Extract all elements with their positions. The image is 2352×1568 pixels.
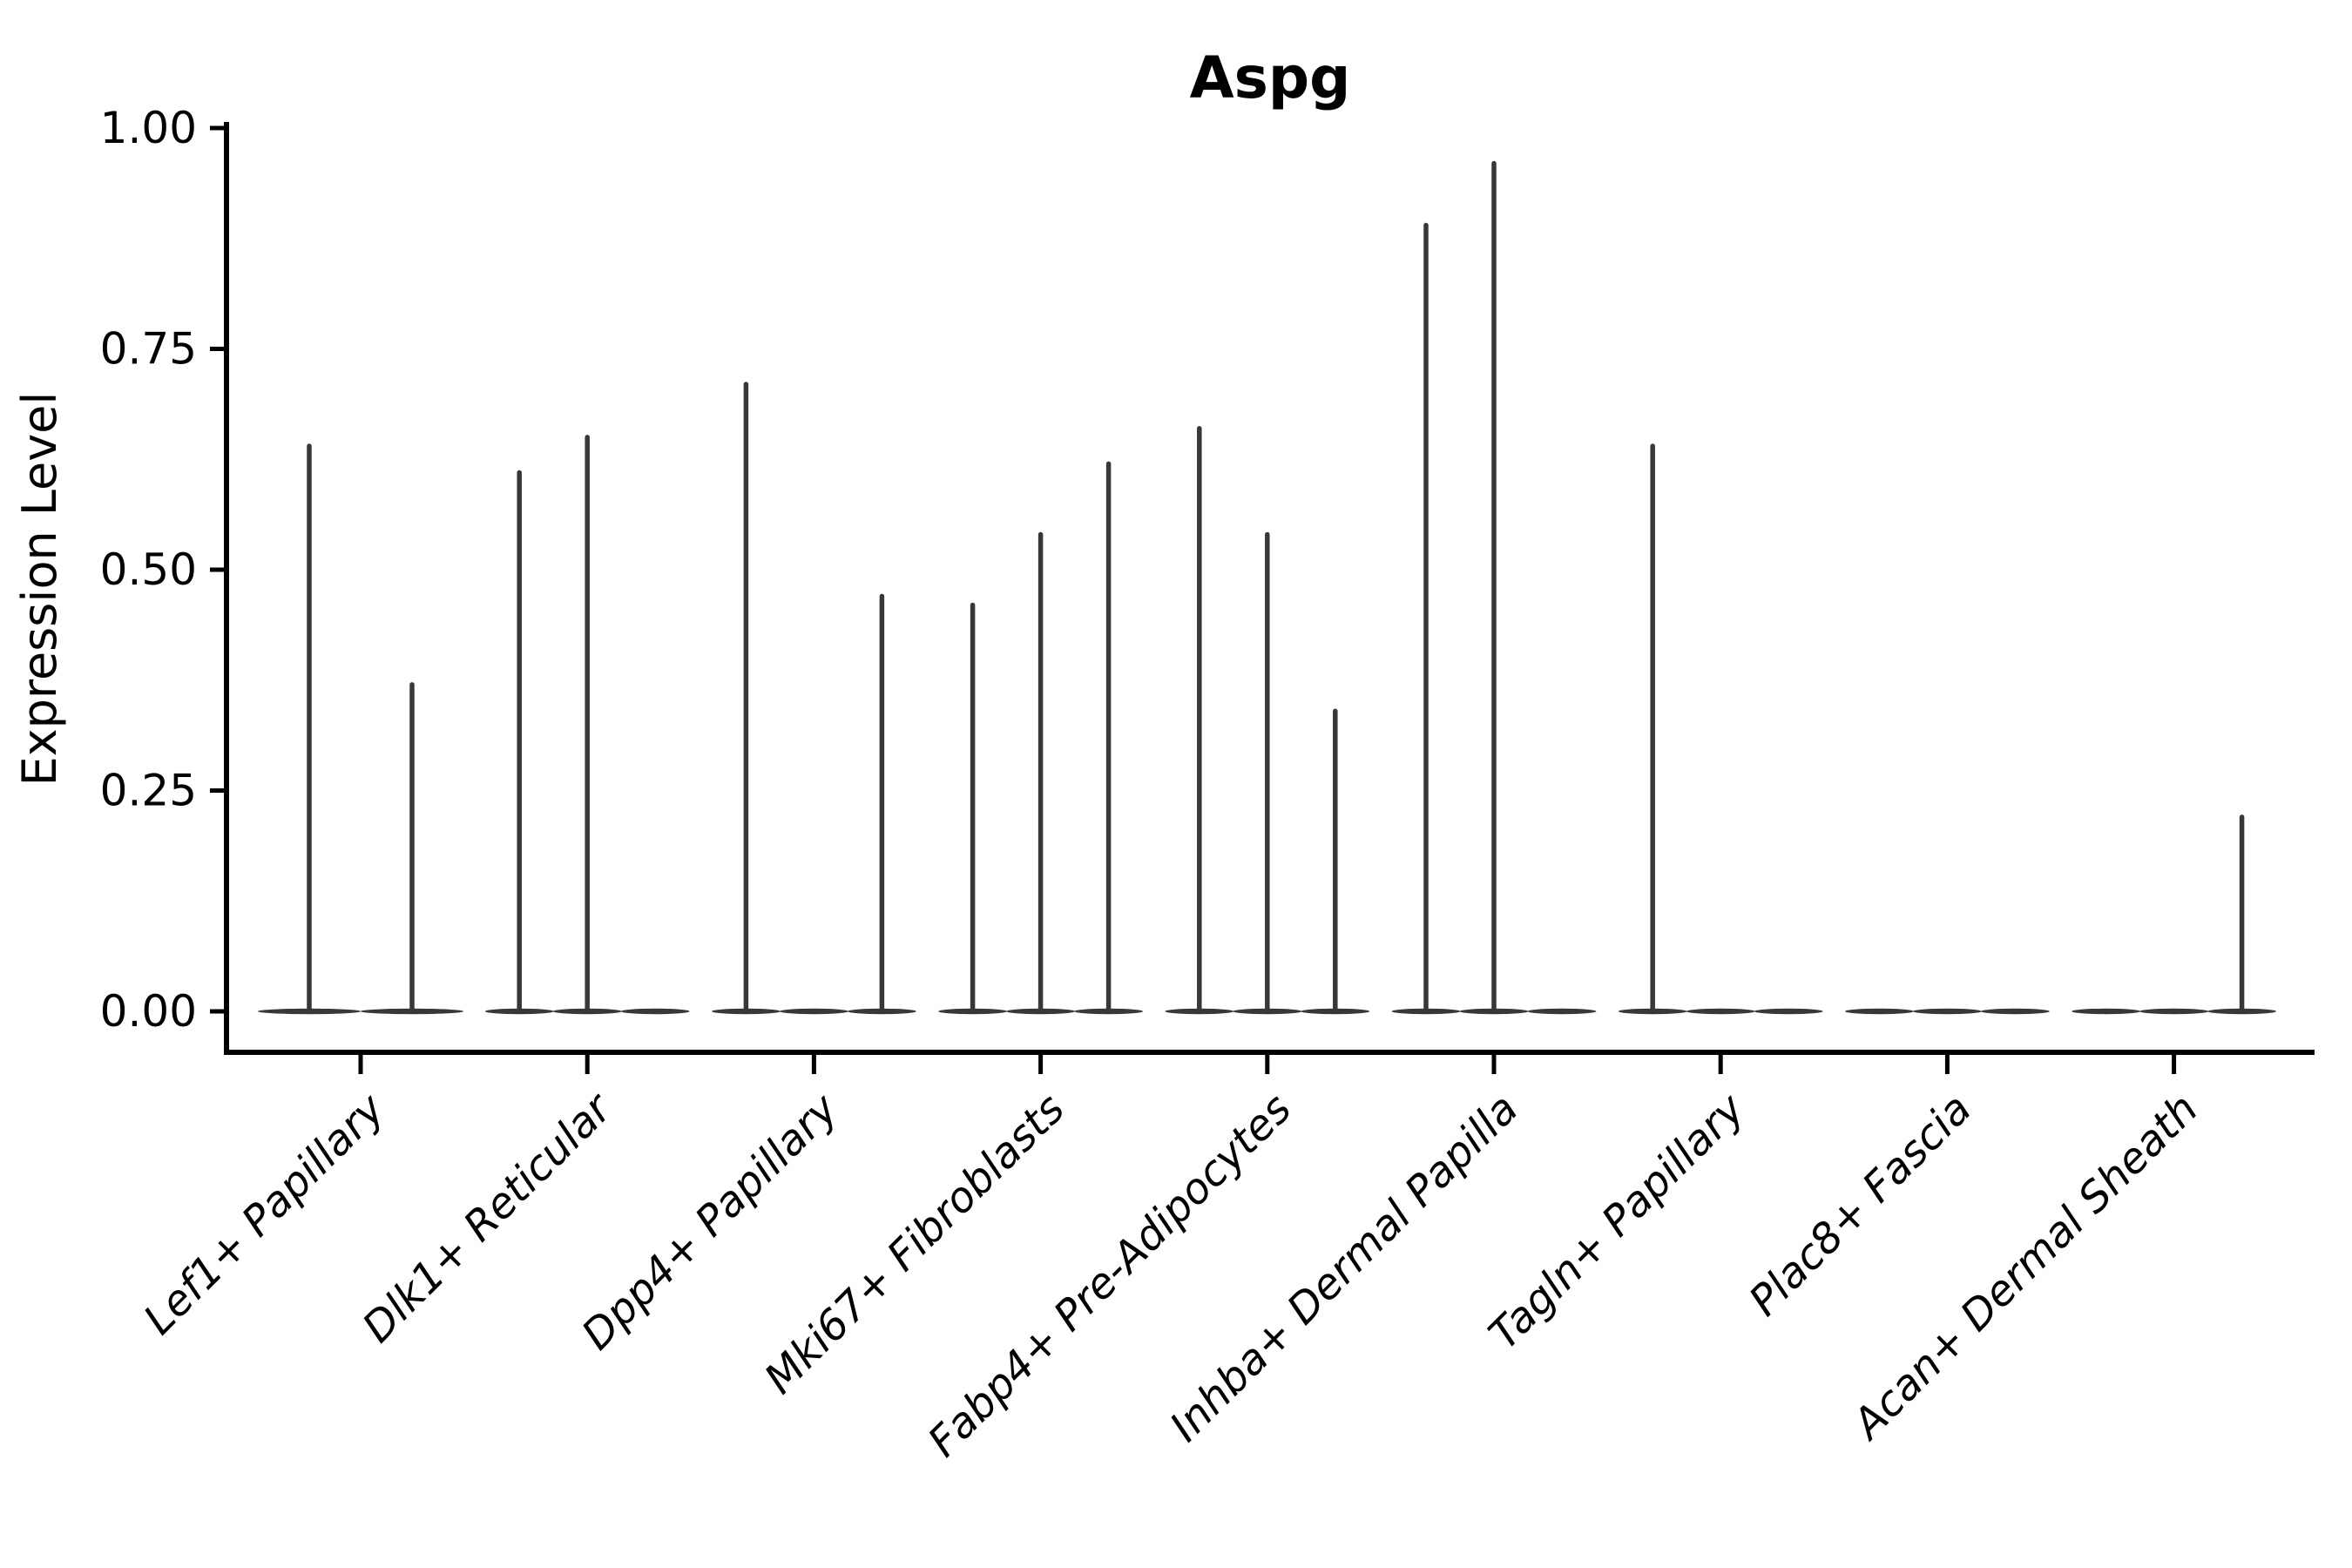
violin-baseline	[620, 1008, 690, 1015]
x-tick-label: Plac8+ Fascia	[1740, 1085, 1981, 1326]
violin-baseline	[2072, 1008, 2140, 1015]
violin-baseline	[2139, 1008, 2208, 1015]
y-axis-label: Expression Level	[12, 392, 67, 787]
y-tick-label: 1.00	[100, 103, 197, 153]
x-tick-label: Lef1+ Papillary	[134, 1084, 395, 1344]
violin-baseline	[1845, 1008, 1914, 1015]
violin-baseline	[1527, 1008, 1597, 1015]
y-tick-label: 0.50	[100, 544, 197, 595]
violin-baseline	[1981, 1008, 2050, 1015]
x-tick-label: Fabp4+ Pre-Adipocytes	[919, 1085, 1301, 1467]
axes: 0.00 0.25 0.50 0.75 1.00 Lef1+ PapillaryDlk1+…	[100, 103, 2315, 1466]
violin-baseline	[1754, 1008, 1823, 1015]
x-tick-label: Dlk1+ Reticular	[353, 1083, 623, 1353]
violin-baseline	[1913, 1008, 1982, 1015]
chart-title: Aspg	[1190, 44, 1351, 112]
violin-baseline	[1686, 1008, 1755, 1015]
y-tick-label: 0.00	[100, 986, 197, 1037]
y-tick-label: 0.75	[100, 324, 197, 375]
violins	[258, 160, 2276, 1015]
violin-baseline	[780, 1008, 848, 1015]
y-tick-label: 0.25	[100, 766, 197, 816]
